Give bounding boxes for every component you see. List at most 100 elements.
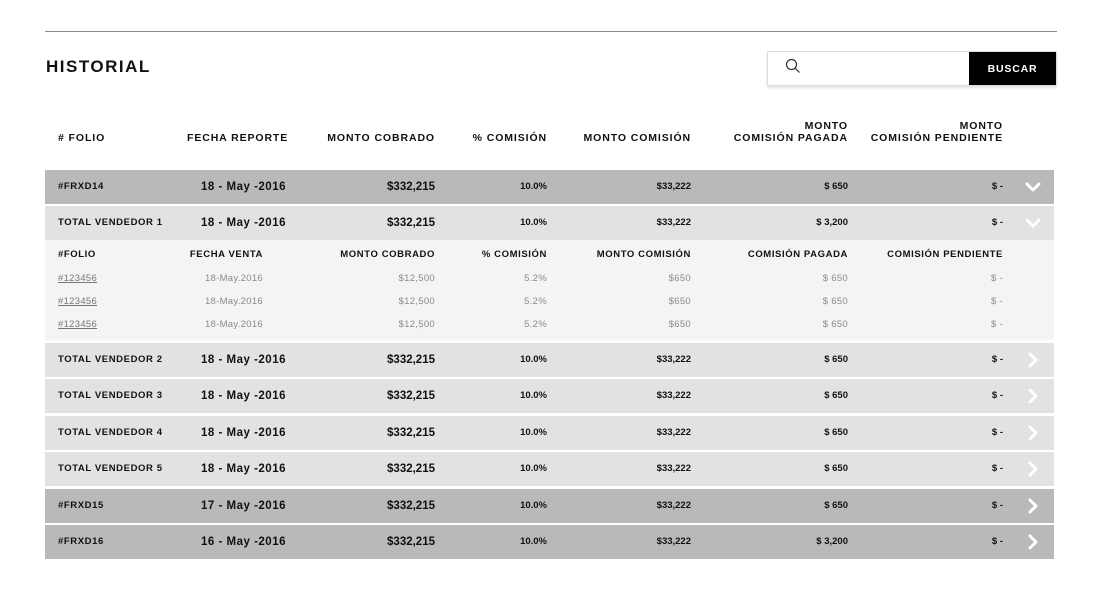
row-folio: TOTAL VENDEDOR 3 (58, 390, 163, 401)
table-row[interactable]: TOTAL VENDEDOR 5 18 - May -2016 $332,215 10… (45, 452, 1054, 486)
row-comision-pendiente: $ - (991, 390, 1003, 401)
detail-fecha: 18-May.2016 (204, 296, 263, 307)
row-comision-pct: 10.0% (520, 390, 547, 401)
table-row[interactable]: #FRXD16 16 - May -2016 $332,215 10.0% $33,22… (45, 525, 1054, 559)
detail-monto-comision: $650 (668, 296, 691, 307)
chevron-right-icon[interactable] (1025, 352, 1041, 368)
table-row[interactable]: TOTAL VENDEDOR 1 18 - May -2016 $332,215 10… (45, 206, 1054, 240)
chevron-right-icon[interactable] (1025, 425, 1041, 441)
row-comision-pct: 10.0% (520, 354, 547, 365)
detail-col-folio: #FOLIO (58, 249, 96, 260)
row-fecha: 18 - May -2016 (201, 217, 286, 229)
col-comision-pagada-line1: MONTO (804, 120, 848, 132)
top-divider (45, 31, 1057, 32)
detail-col-pagada: COMISIÓN PAGADA (747, 249, 848, 260)
detail-folio-link[interactable]: #123456 (58, 319, 98, 330)
search-field[interactable] (768, 52, 969, 85)
detail-comision-pct: 5.2% (524, 273, 547, 284)
chevron-right-icon[interactable] (1025, 534, 1041, 550)
row-monto-comision: $33,222 (656, 217, 691, 228)
col-monto-comision: MONTO COMISIÓN (583, 132, 691, 144)
col-folio: # FOLIO (58, 132, 106, 144)
page-title: HISTORIAL (46, 57, 151, 76)
detail-comision-pagada: $ 650 (822, 319, 848, 330)
col-comision-pagada-line2: COMISIÓN PAGADA (733, 132, 848, 144)
row-comision-pendiente: $ - (991, 181, 1003, 192)
chevron-down-icon[interactable] (1025, 179, 1041, 195)
detail-col-fecha: FECHA VENTA (189, 249, 263, 260)
row-comision-pct: 10.0% (520, 463, 547, 474)
row-comision-pct: 10.0% (520, 536, 547, 547)
row-monto-comision: $33,222 (656, 427, 691, 438)
row-comision-pagada: $ 650 (824, 390, 848, 401)
row-comision-pct: 10.0% (520, 427, 547, 438)
detail-fecha: 18-May.2016 (204, 319, 263, 330)
detail-monto-comision: $650 (668, 273, 691, 284)
row-folio: TOTAL VENDEDOR 5 (58, 463, 163, 474)
row-folio: #FRXD16 (58, 536, 104, 547)
row-comision-pagada: $ 3,200 (816, 536, 848, 547)
row-folio: TOTAL VENDEDOR 2 (58, 354, 163, 365)
row-monto-comision: $33,222 (656, 500, 691, 511)
row-comision-pagada: $ 650 (824, 463, 848, 474)
row-comision-pct: 10.0% (520, 181, 547, 192)
row-monto-cobrado: $332,215 (387, 181, 435, 193)
detail-comision-pendiente: $ - (991, 273, 1003, 284)
row-monto-comision: $33,222 (656, 536, 691, 547)
col-monto-cobrado: MONTO COBRADO (327, 132, 435, 144)
chevron-right-icon[interactable] (1025, 388, 1041, 404)
row-monto-cobrado: $332,215 (387, 536, 435, 548)
table-row[interactable]: TOTAL VENDEDOR 2 18 - May -2016 $332,215 10… (45, 343, 1054, 377)
detail-monto-cobrado: $12,500 (398, 273, 435, 284)
row-fecha: 17 - May -2016 (201, 500, 286, 512)
detail-col-cobrado: MONTO COBRADO (340, 249, 435, 260)
detail-col-mcom: MONTO COMISIÓN (596, 249, 691, 260)
row-fecha: 18 - May -2016 (201, 390, 286, 402)
row-comision-pct: 10.0% (520, 500, 547, 511)
search-icon (785, 58, 801, 79)
table-row[interactable]: TOTAL VENDEDOR 4 18 - May -2016 $332,215 10… (45, 416, 1054, 450)
table-row[interactable]: #FRXD15 17 - May -2016 $332,215 10.0% $33,22… (45, 489, 1054, 523)
table-row[interactable]: TOTAL VENDEDOR 3 18 - May -2016 $332,215 10… (45, 379, 1054, 413)
search-button[interactable]: BUSCAR (969, 52, 1056, 85)
detail-fecha: 18-May.2016 (204, 273, 263, 284)
detail-monto-cobrado: $12,500 (398, 296, 435, 307)
row-comision-pendiente: $ - (991, 500, 1003, 511)
chevron-down-icon[interactable] (1025, 215, 1041, 231)
chevron-right-icon[interactable] (1025, 498, 1041, 514)
row-monto-cobrado: $332,215 (387, 390, 435, 402)
detail-folio-link[interactable]: #123456 (58, 296, 98, 307)
row-monto-comision: $33,222 (656, 390, 691, 401)
col-comision-pagada: MONTO COMISIÓN PAGADA (734, 120, 848, 144)
row-monto-cobrado: $332,215 (387, 217, 435, 229)
detail-panel: #FOLIO FECHA VENTA MONTO COBRADO % COMIS… (45, 240, 1054, 340)
detail-comision-pagada: $ 650 (822, 296, 848, 307)
row-fecha: 18 - May -2016 (201, 463, 286, 475)
row-comision-pendiente: $ - (991, 354, 1003, 365)
row-comision-pct: 10.0% (520, 217, 547, 228)
row-comision-pendiente: $ - (991, 463, 1003, 474)
detail-comision-pct: 5.2% (524, 296, 547, 307)
table-row[interactable]: #FRXD14 18 - May -2016 $332,215 10.0% $33,22… (45, 170, 1054, 204)
row-fecha: 18 - May -2016 (201, 427, 286, 439)
row-comision-pagada: $ 650 (824, 427, 848, 438)
row-monto-cobrado: $332,215 (387, 427, 435, 439)
row-fecha: 16 - May -2016 (201, 536, 286, 548)
detail-comision-pendiente: $ - (991, 319, 1003, 330)
row-fecha: 18 - May -2016 (201, 354, 286, 366)
detail-comision-pagada: $ 650 (822, 273, 848, 284)
row-folio: TOTAL VENDEDOR 1 (58, 217, 163, 228)
detail-col-pend: COMISIÓN PENDIENTE (887, 249, 1003, 260)
row-folio: TOTAL VENDEDOR 4 (58, 427, 163, 438)
row-comision-pendiente: $ - (991, 536, 1003, 547)
search-bar: BUSCAR (767, 51, 1057, 86)
search-input[interactable] (809, 52, 969, 85)
detail-comision-pendiente: $ - (991, 296, 1003, 307)
row-monto-comision: $33,222 (656, 463, 691, 474)
row-monto-cobrado: $332,215 (387, 354, 435, 366)
detail-comision-pct: 5.2% (524, 319, 547, 330)
row-monto-comision: $33,222 (656, 354, 691, 365)
chevron-right-icon[interactable] (1025, 461, 1041, 477)
col-comision-pendiente-line2: COMISIÓN PENDIENTE (870, 132, 1003, 144)
detail-folio-link[interactable]: #123456 (58, 273, 98, 284)
